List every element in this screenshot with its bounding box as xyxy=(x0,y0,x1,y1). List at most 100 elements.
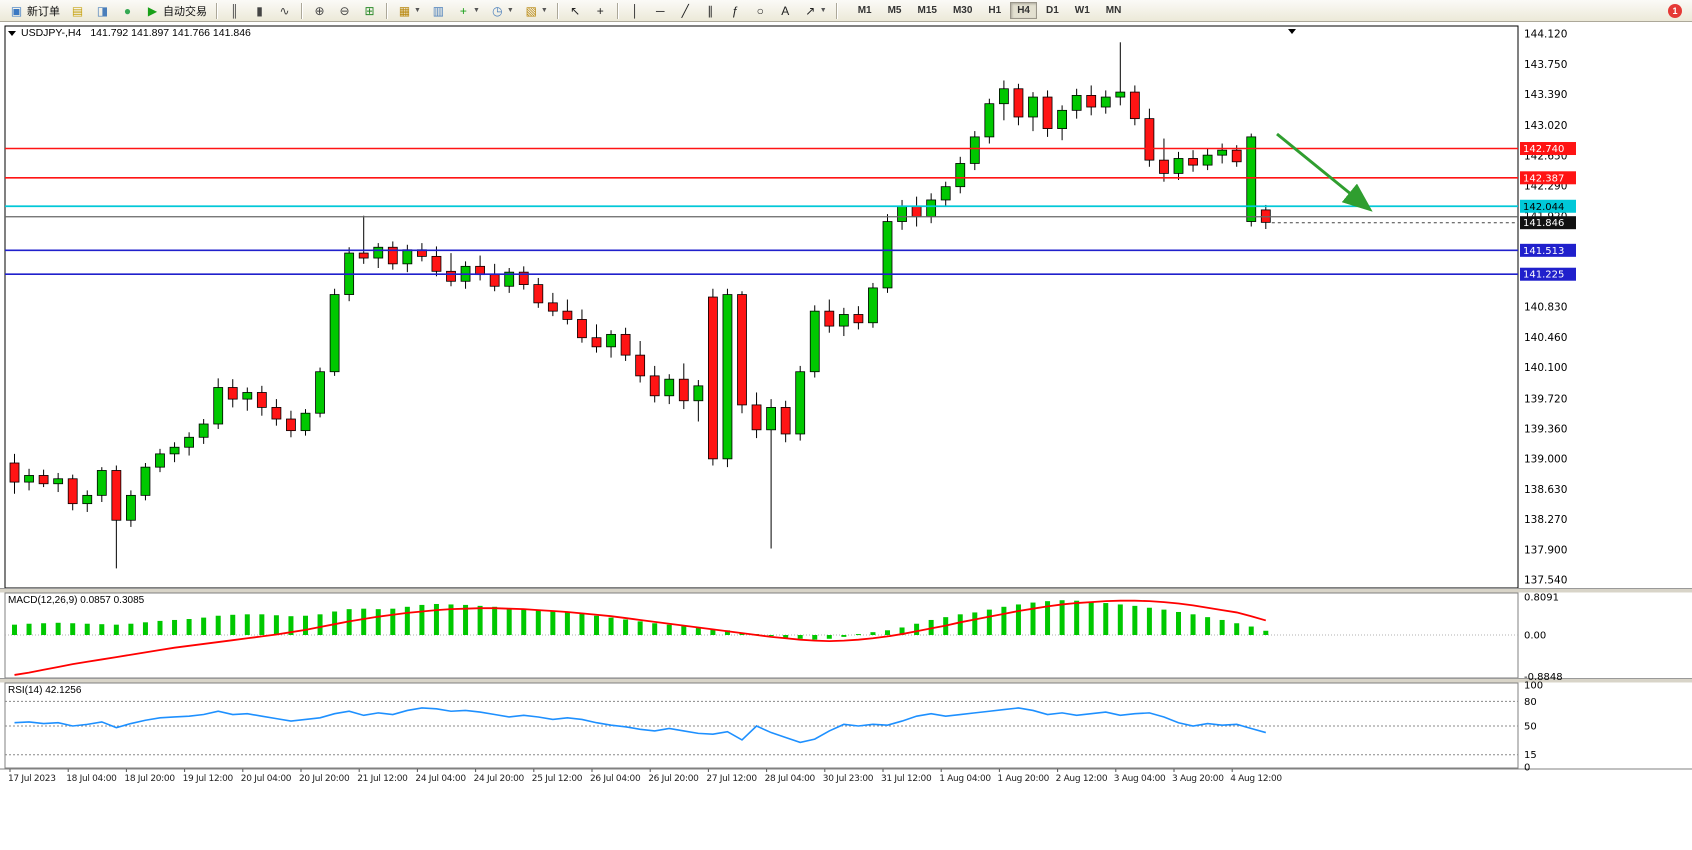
timeframe-m5[interactable]: M5 xyxy=(887,5,902,16)
toolbar-separator xyxy=(616,2,619,19)
svg-text:139.360: 139.360 xyxy=(1524,423,1567,435)
svg-text:24 Jul 04:00: 24 Jul 04:00 xyxy=(415,774,466,784)
zoom-out-button[interactable]: ⊖ xyxy=(333,1,356,21)
new-order-button[interactable]: ▣ 新订单 xyxy=(5,1,64,21)
toolbar-separator xyxy=(556,2,559,19)
tile-windows-button[interactable]: ⊞ xyxy=(358,1,381,21)
rsi-line xyxy=(14,707,1267,744)
main-toolbar: ▣ 新订单 ▤ ◨ ● ▶ 自动交易 ║ ▮ ∿ ⊕ ⊖ ⊞ ▦ ▼ ▥ + ▼ ◷ ▼ ▧ ▼ ↖ + │ ─ ╱ ∥ ƒ ○ A ↗ ▼ M1… xyxy=(0,0,1692,22)
svg-text:4 Aug 12:00: 4 Aug 12:00 xyxy=(1230,774,1282,784)
new-chart-icon: ▦ xyxy=(398,3,411,18)
dropdown-caret-icon: ▼ xyxy=(819,7,827,14)
text-button[interactable]: A xyxy=(774,1,797,21)
trend-arrow[interactable] xyxy=(1276,132,1373,212)
svg-text:137.540: 137.540 xyxy=(1524,575,1567,587)
new-chart-button[interactable]: ▦ ▼ xyxy=(393,1,425,21)
trendline-icon: ╱ xyxy=(681,3,689,18)
svg-text:141.846: 141.846 xyxy=(1523,218,1564,229)
svg-text:18 Jul 20:00: 18 Jul 20:00 xyxy=(124,774,175,784)
autotrading-button[interactable]: ▶ 自动交易 xyxy=(141,1,211,21)
channel-button[interactable]: ∥ xyxy=(699,1,722,21)
horizontal-line-button[interactable]: ─ xyxy=(649,1,672,21)
svg-text:0.8091: 0.8091 xyxy=(1524,592,1559,603)
timeframe-m30[interactable]: M30 xyxy=(952,5,973,16)
svg-text:1 Aug 04:00: 1 Aug 04:00 xyxy=(939,774,991,784)
chart-window-button[interactable]: ▤ xyxy=(66,1,89,21)
svg-text:15: 15 xyxy=(1524,750,1537,761)
timeframe-h1[interactable]: H1 xyxy=(988,5,1002,16)
line-chart-type-button[interactable]: ∿ xyxy=(273,1,296,21)
chart-list-button[interactable]: ▥ xyxy=(427,1,450,21)
svg-text:2 Aug 12:00: 2 Aug 12:00 xyxy=(1056,774,1108,784)
timeframe-mn[interactable]: MN xyxy=(1105,5,1122,16)
svg-text:19 Jul 12:00: 19 Jul 12:00 xyxy=(183,774,234,784)
svg-text:0.00: 0.00 xyxy=(1524,631,1546,642)
svg-text:-0.8848: -0.8848 xyxy=(1524,672,1563,683)
svg-text:21 Jul 12:00: 21 Jul 12:00 xyxy=(357,774,408,784)
autotrading-icon: ▶ xyxy=(147,3,158,18)
svg-text:17 Jul 2023: 17 Jul 2023 xyxy=(8,774,56,784)
arrows-button[interactable]: ↗ ▼ xyxy=(799,1,831,21)
fibonacci-button[interactable]: ƒ xyxy=(724,1,747,21)
indicators-icon: + xyxy=(459,3,467,18)
bar-chart-type-icon: ║ xyxy=(230,3,239,18)
svg-text:141.513: 141.513 xyxy=(1523,246,1564,257)
svg-text:140.100: 140.100 xyxy=(1524,362,1567,374)
notification-badge[interactable]: 1 xyxy=(1668,4,1682,18)
price-tags: 142.740 142.387 142.044 141.846 141.513 141.2… xyxy=(1520,142,1576,281)
svg-text:30 Jul 23:00: 30 Jul 23:00 xyxy=(823,774,874,784)
templates-icon: ▧ xyxy=(525,3,537,18)
fibonacci-icon: ƒ xyxy=(731,3,739,18)
dropdown-caret-icon: ▼ xyxy=(540,7,548,14)
svg-text:31 Jul 12:00: 31 Jul 12:00 xyxy=(881,774,932,784)
chart-shift-marker[interactable] xyxy=(1288,29,1296,34)
chart-title: USDJPY-,H4 141.792 141.897 141.766 141.8… xyxy=(8,27,251,39)
timeframe-d1[interactable]: D1 xyxy=(1046,5,1059,16)
templates-button[interactable]: ▧ ▼ xyxy=(520,1,552,21)
tile-windows-icon: ⊞ xyxy=(364,3,375,18)
vertical-line-button[interactable]: │ xyxy=(624,1,647,21)
svg-text:142.044: 142.044 xyxy=(1523,202,1564,213)
channel-icon: ∥ xyxy=(707,3,714,18)
svg-text:143.020: 143.020 xyxy=(1524,120,1567,132)
shapes-button[interactable]: ○ xyxy=(749,1,772,21)
chart-window[interactable]: 0.8091 0.00 -0.8848 100 80 50 15 0 144.120 143.75… xyxy=(0,22,1692,850)
candlestick-type-button[interactable]: ▮ xyxy=(248,1,271,21)
community-icon: ● xyxy=(123,3,132,18)
time-axis: 17 Jul 2023 18 Jul 04:00 18 Jul 20:00 19 Ju… xyxy=(8,769,1283,784)
candles xyxy=(9,42,1271,569)
trendline-button[interactable]: ╱ xyxy=(674,1,697,21)
timeframe-m1[interactable]: M1 xyxy=(857,5,872,16)
horizontal-lines[interactable] xyxy=(5,147,1518,276)
svg-text:0: 0 xyxy=(1524,763,1530,774)
svg-text:137.900: 137.900 xyxy=(1524,545,1567,557)
timeframe-h4[interactable]: H4 xyxy=(1010,2,1037,19)
bar-chart-type-button[interactable]: ║ xyxy=(223,1,246,21)
macd-indicator-label: MACD(12,26,9) 0.0857 0.3085 xyxy=(8,595,145,606)
svg-text:144.120: 144.120 xyxy=(1524,29,1567,41)
zoom-in-button[interactable]: ⊕ xyxy=(308,1,331,21)
indicators-button[interactable]: + ▼ xyxy=(452,1,484,21)
svg-text:139.000: 139.000 xyxy=(1524,453,1567,465)
autotrading-button-label: 自动交易 xyxy=(163,5,207,18)
community-button[interactable]: ● xyxy=(116,1,139,21)
timeframe-m15[interactable]: M15 xyxy=(917,5,937,16)
macd-pane: 0.8091 0.00 -0.8848 xyxy=(5,592,1563,683)
text-icon: A xyxy=(781,3,790,18)
svg-text:3 Aug 04:00: 3 Aug 04:00 xyxy=(1114,774,1166,784)
periods-icon: ◷ xyxy=(492,3,503,18)
toolbar-separator xyxy=(301,2,303,19)
cursor-button[interactable]: ↖ xyxy=(564,1,587,21)
profiles-icon: ◨ xyxy=(96,3,109,18)
profiles-button[interactable]: ◨ xyxy=(91,1,114,21)
periods-button[interactable]: ◷ ▼ xyxy=(486,1,518,21)
svg-text:140.460: 140.460 xyxy=(1524,332,1567,344)
crosshair-button[interactable]: + xyxy=(589,1,612,21)
macd-signal-line xyxy=(14,599,1267,676)
timeframe-w1[interactable]: W1 xyxy=(1074,5,1090,16)
chart-menu-icon[interactable] xyxy=(8,30,16,36)
svg-text:27 Jul 12:00: 27 Jul 12:00 xyxy=(706,774,757,784)
svg-text:18 Jul 04:00: 18 Jul 04:00 xyxy=(66,774,117,784)
zoom-in-icon: ⊕ xyxy=(314,3,325,18)
